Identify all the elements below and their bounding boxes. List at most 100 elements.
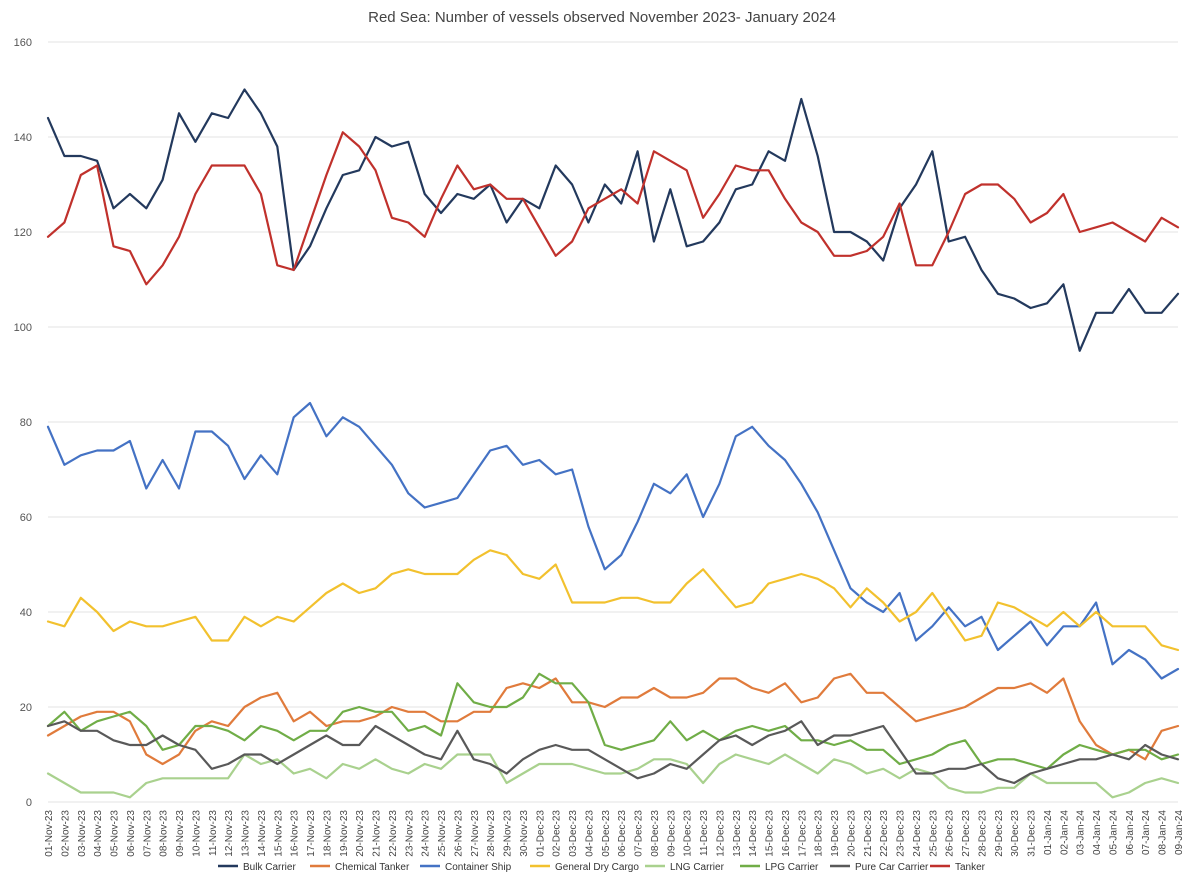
x-tick-label: 23-Nov-23 (404, 810, 415, 857)
x-tick-label: 13-Nov-23 (241, 810, 252, 857)
x-tick-label: 14-Nov-23 (257, 810, 268, 857)
x-tick-label: 23-Dec-23 (896, 810, 907, 857)
x-tick-label: 09-Jan-24 (1174, 810, 1185, 855)
gridlines (48, 41, 1178, 803)
x-tick-label: 01-Dec-23 (535, 810, 546, 857)
y-tick-label: 60 (20, 512, 32, 524)
legend-label-container-ship: Container Ship (445, 862, 512, 873)
x-tick-label: 05-Nov-23 (110, 810, 121, 857)
x-tick-label: 18-Nov-23 (322, 810, 333, 857)
x-tick-label: 02-Jan-24 (1059, 810, 1070, 855)
x-tick-label: 21-Nov-23 (372, 810, 383, 857)
x-tick-label: 28-Nov-23 (486, 810, 497, 857)
x-tick-label: 06-Jan-24 (1125, 810, 1136, 855)
y-tick-label: 120 (14, 227, 32, 239)
x-tick-label: 08-Nov-23 (159, 810, 170, 857)
x-tick-label: 12-Dec-23 (715, 810, 726, 857)
x-tick-label: 08-Jan-24 (1158, 810, 1169, 855)
y-tick-label: 0 (26, 797, 32, 809)
x-axis: 01-Nov-23 02-Nov-23 03-Nov-23 04-Nov-23 05-N… (44, 810, 1185, 857)
x-tick-label: 07-Dec-23 (634, 810, 645, 857)
x-tick-label: 15-Nov-23 (273, 810, 284, 857)
x-tick-label: 17-Dec-23 (797, 810, 808, 857)
series-line-bulk-carrier (46, 88, 1180, 352)
x-tick-label: 08-Dec-23 (650, 810, 661, 857)
x-tick-label: 04-Dec-23 (584, 810, 595, 857)
series-line-chemical-tanker (46, 672, 1180, 766)
x-tick-label: 27-Nov-23 (470, 810, 481, 857)
x-tick-label: 03-Nov-23 (77, 810, 88, 857)
x-tick-label: 02-Dec-23 (552, 810, 563, 857)
series-line-lpg-carrier (46, 672, 1180, 770)
x-tick-label: 03-Jan-24 (1076, 810, 1087, 855)
x-tick-label: 06-Nov-23 (126, 810, 137, 857)
x-tick-label: 29-Nov-23 (503, 810, 514, 857)
legend-label-general-dry-cargo: General Dry Cargo (555, 862, 639, 873)
x-tick-label: 14-Dec-23 (748, 810, 759, 857)
x-tick-label: 25-Dec-23 (928, 810, 939, 857)
x-tick-label: 05-Jan-24 (1108, 810, 1119, 855)
x-tick-label: 12-Nov-23 (224, 810, 235, 857)
x-tick-label: 25-Nov-23 (437, 810, 448, 857)
x-tick-label: 17-Nov-23 (306, 810, 317, 857)
x-tick-label: 19-Dec-23 (830, 810, 841, 857)
x-tick-label: 26-Dec-23 (945, 810, 956, 857)
x-tick-label: 11-Dec-23 (699, 810, 710, 856)
series-line-pure-car-carrier (46, 720, 1180, 785)
legend-label-lng-carrier: LNG Carrier (670, 862, 725, 873)
x-tick-label: 24-Dec-23 (912, 810, 923, 857)
x-tick-label: 04-Jan-24 (1092, 810, 1103, 855)
x-tick-label: 11-Nov-23 (208, 810, 219, 856)
x-tick-label: 10-Dec-23 (683, 810, 694, 857)
x-tick-label: 02-Nov-23 (60, 810, 71, 857)
x-tick-label: 19-Nov-23 (339, 810, 350, 857)
x-tick-label: 09-Nov-23 (175, 810, 186, 857)
legend-label-lpg-carrier: LPG Carrier (765, 862, 819, 873)
x-tick-label: 07-Jan-24 (1141, 810, 1152, 855)
x-tick-label: 03-Dec-23 (568, 810, 579, 857)
x-tick-label: 24-Nov-23 (421, 810, 432, 857)
x-tick-label: 20-Dec-23 (846, 810, 857, 857)
x-tick-label: 28-Dec-23 (977, 810, 988, 857)
x-tick-label: 30-Dec-23 (1010, 810, 1021, 857)
x-tick-label: 07-Nov-23 (142, 810, 153, 857)
x-tick-label: 01-Nov-23 (44, 810, 55, 857)
x-tick-label: 22-Dec-23 (879, 810, 890, 857)
x-tick-label: 21-Dec-23 (863, 810, 874, 857)
legend: Bulk Carrier Chemical Tanker Container Shi… (218, 862, 986, 873)
y-tick-label: 40 (20, 607, 32, 619)
series-line-lng-carrier (46, 753, 1180, 799)
y-axis: 0 20 40 60 80 100 120 140 160 (14, 37, 32, 809)
legend-label-bulk-carrier: Bulk Carrier (243, 862, 296, 873)
y-tick-label: 140 (14, 132, 32, 144)
x-tick-label: 27-Dec-23 (961, 810, 972, 857)
series-lines (46, 88, 1180, 799)
x-tick-label: 15-Dec-23 (765, 810, 776, 857)
x-tick-label: 13-Dec-23 (732, 810, 743, 857)
x-tick-label: 20-Nov-23 (355, 810, 366, 857)
x-tick-label: 09-Dec-23 (666, 810, 677, 857)
x-tick-label: 29-Dec-23 (994, 810, 1005, 857)
y-tick-label: 160 (14, 37, 32, 49)
series-line-container-ship (46, 401, 1180, 680)
y-tick-label: 20 (20, 702, 32, 714)
legend-label-pure-car-carrier: Pure Car Carrier (855, 862, 929, 873)
x-tick-label: 22-Nov-23 (388, 810, 399, 857)
x-tick-label: 06-Dec-23 (617, 810, 628, 857)
x-tick-label: 16-Nov-23 (290, 810, 301, 857)
y-tick-label: 80 (20, 417, 32, 429)
x-tick-label: 04-Nov-23 (93, 810, 104, 857)
x-tick-label: 16-Dec-23 (781, 810, 792, 857)
x-tick-label: 30-Nov-23 (519, 810, 530, 857)
series-line-tanker (46, 131, 1180, 286)
x-tick-label: 05-Dec-23 (601, 810, 612, 857)
series-line-general-dry-cargo (46, 549, 1180, 652)
y-tick-label: 100 (14, 322, 32, 334)
x-tick-label: 26-Nov-23 (453, 810, 464, 857)
x-tick-label: 01-Jan-24 (1043, 810, 1054, 855)
legend-label-chemical-tanker: Chemical Tanker (335, 862, 410, 873)
x-tick-label: 10-Nov-23 (191, 810, 202, 857)
legend-label-tanker: Tanker (955, 862, 986, 873)
